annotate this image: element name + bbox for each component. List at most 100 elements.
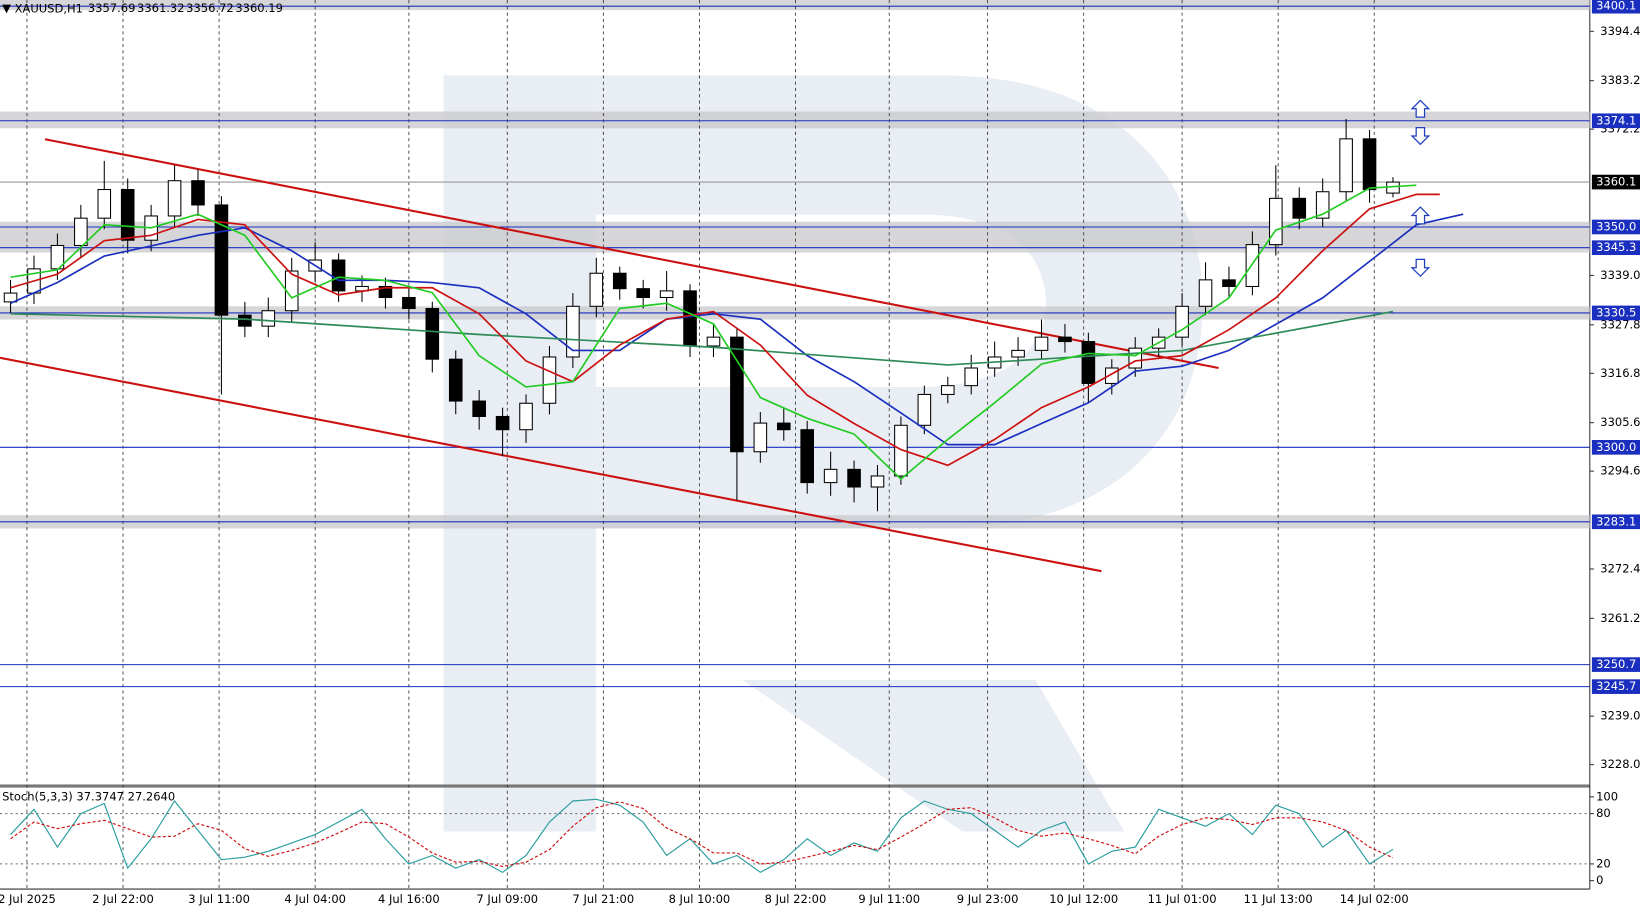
candle-body [97, 189, 112, 219]
x-tick-label: 4 Jul 16:00 [378, 892, 440, 906]
level-label: 3245.7 [1596, 679, 1636, 693]
candle-body [1245, 244, 1260, 288]
watermark [443, 75, 1203, 832]
zone [0, 111, 1590, 129]
moving-average [10, 213, 1464, 446]
y-tick-label: 3316.80 [1600, 366, 1640, 380]
candle-body [1081, 341, 1096, 384]
symbol: XAUUSD,H1 [15, 1, 83, 15]
header-close: 3360.19 [235, 1, 283, 15]
candle-body [940, 385, 955, 395]
candle-body [261, 310, 276, 327]
x-tick-label: 10 Jul 12:00 [1049, 892, 1118, 906]
level-tag [1591, 679, 1640, 694]
header-low: 3356.72 [186, 1, 234, 15]
candle-body [636, 288, 650, 299]
zone [0, 0, 1590, 11]
candle-body [589, 272, 604, 307]
candle-body [776, 422, 791, 431]
candle-body [1339, 138, 1353, 193]
signal-arrows [1410, 99, 1431, 278]
y-tick-label: 3327.80 [1600, 317, 1640, 331]
x-tick-label: 14 Jul 02:00 [1340, 892, 1409, 906]
candle-body [3, 292, 18, 303]
x-tick-label: 2 Jul 2025 [0, 892, 56, 906]
candle-body [1292, 197, 1307, 219]
stoch-title: Stoch(5,3,3) 37.3747 27.2640 [2, 790, 175, 804]
x-tick-label: 2 Jul 22:00 [92, 892, 154, 906]
candle-body [448, 358, 463, 402]
y-tick-label: 3339.00 [1600, 268, 1640, 282]
candle-body [542, 356, 557, 404]
candle-body [659, 290, 674, 299]
y-tick-label: 0 [1596, 873, 1603, 887]
candle-body [1198, 279, 1213, 307]
candle-body [331, 259, 346, 292]
y-tick-label: 3261.20 [1600, 611, 1640, 625]
level-tag [1591, 305, 1640, 321]
level-label: 3374.1 [1596, 113, 1636, 127]
level-label: 3330.5 [1596, 305, 1636, 319]
level-tag [1591, 219, 1640, 235]
x-tick-label: 8 Jul 22:00 [765, 892, 827, 906]
candle-body [519, 402, 533, 431]
candle-body [964, 367, 979, 387]
candle-body [191, 180, 205, 206]
candle-body [1362, 138, 1377, 191]
level-label: 3360.1 [1596, 175, 1636, 189]
candle-body [120, 189, 135, 241]
y-tick-label: 3228.00 [1600, 757, 1640, 771]
candle-body [425, 307, 440, 360]
stoch-line [10, 801, 1394, 868]
x-tick-label: 7 Jul 09:00 [476, 892, 538, 906]
x-tick-label: 7 Jul 21:00 [573, 892, 635, 906]
candle-body [238, 314, 252, 327]
x-tick-label: 8 Jul 10:00 [669, 892, 731, 906]
level-label: 3250.7 [1596, 657, 1636, 671]
level-tag [1591, 0, 1640, 14]
candle-body [1011, 349, 1025, 358]
x-tick-label: 9 Jul 11:00 [858, 892, 920, 906]
level-label: 3345.3 [1596, 240, 1636, 254]
x-tick-label: 9 Jul 23:00 [957, 892, 1019, 906]
candle-body [683, 290, 697, 347]
trend-line [0, 356, 1102, 573]
candle-body [1175, 305, 1189, 338]
y-tick-label: 3272.40 [1600, 561, 1640, 575]
level-tag [1591, 174, 1640, 190]
pane-separator [0, 784, 1590, 788]
candle-body [1034, 336, 1049, 351]
level-tag [1591, 657, 1640, 672]
y-tick-label: 3383.20 [1600, 73, 1640, 87]
trend-line [44, 138, 1219, 370]
stoch-line [10, 798, 1394, 873]
x-tick-label: 11 Jul 13:00 [1244, 892, 1313, 906]
header-open: 3357.69 [88, 1, 136, 15]
header-symbol: ▼ XAUUSD,H1 [2, 1, 83, 15]
x-tick-label: 4 Jul 04:00 [284, 892, 346, 906]
candle-body [495, 415, 510, 431]
level-label: 3300.0 [1596, 440, 1636, 454]
candle-body [870, 475, 885, 488]
level-tag [1591, 113, 1640, 129]
candle-body [894, 424, 908, 477]
y-tick-label: 20 [1596, 856, 1611, 870]
candle-body [472, 400, 486, 418]
candle-body [917, 393, 932, 426]
y-tick-label: 3239.00 [1600, 709, 1640, 723]
moving-average [10, 184, 1417, 481]
moving-average [10, 193, 1440, 467]
candle-body [706, 336, 721, 347]
candle-body [1128, 347, 1143, 369]
level-label: 3283.1 [1596, 514, 1636, 528]
y-tick-label: 3394.40 [1600, 24, 1640, 38]
level-tag [1591, 440, 1640, 455]
candle-body [74, 217, 88, 247]
candle-body [1222, 279, 1236, 288]
candle-body [753, 422, 768, 453]
candle-body [612, 272, 627, 290]
candle-body [378, 285, 393, 299]
candle-body [847, 468, 861, 488]
